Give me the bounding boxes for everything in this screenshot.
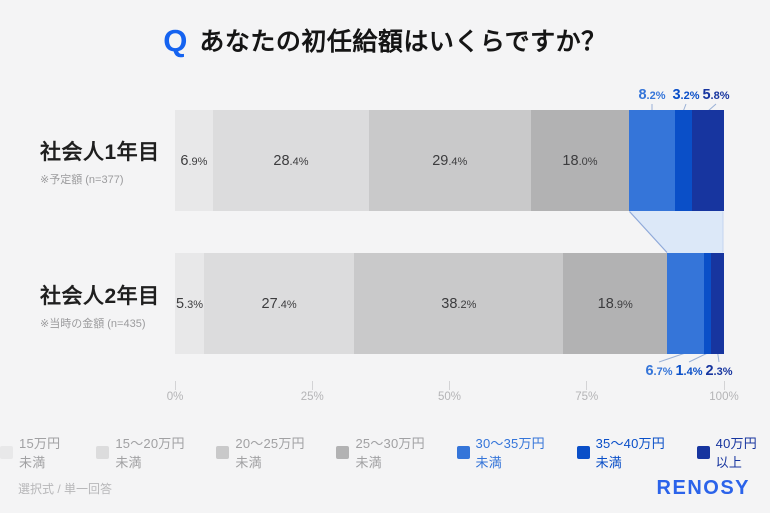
legend-label: 30〜35万円未満 (475, 436, 545, 470)
bar-segment: 28.4% (212, 110, 369, 211)
legend-swatch-icon (0, 445, 14, 459)
axis-tick-label: 100% (709, 391, 739, 403)
bar2-label: 社会人2年目 (40, 285, 160, 308)
legend-swatch-icon (216, 445, 230, 459)
survey-method-note: 選択式 / 単一回答 (18, 482, 113, 496)
chart-title: あなたの初任給額はいくらですか？ (199, 28, 607, 56)
percent-value-label: 5.3% (175, 295, 204, 312)
percent-value-label: 6.9% (180, 152, 208, 169)
bar-segment: 29.4% (368, 110, 531, 211)
axis-tick (311, 381, 313, 390)
question-q-icon: Q (163, 22, 188, 58)
bar-segment (692, 110, 724, 211)
leader-line (658, 352, 686, 363)
bar-segment: 38.2% (354, 253, 564, 354)
segment-annotation: 5.8% (702, 86, 729, 104)
bar-segment (711, 253, 724, 354)
ribbon-connector (629, 211, 723, 253)
bar-segment: 18.9% (563, 253, 667, 354)
axis-tick-label: 75% (575, 391, 599, 403)
percent-value-label: 2.3% (705, 363, 733, 379)
legend-swatch-icon (336, 445, 350, 459)
axis-tick (174, 381, 176, 390)
bar-segment (703, 253, 712, 354)
legend-item: 30〜35万円未満 (456, 433, 554, 471)
axis-tick (586, 381, 588, 390)
legend-swatch-icon (576, 445, 590, 459)
legend-label: 40万円以上 (715, 436, 757, 470)
percent-value-label: 27.4% (261, 295, 297, 312)
axis-tick-label: 0% (166, 391, 184, 403)
legend-item: 20〜25万円未満 (216, 433, 313, 471)
bar2-row-label: 社会人2年目 ※当時の金額 (n=435) (40, 280, 190, 331)
bar1-note: ※予定額 (n=377) (40, 174, 124, 186)
percent-value-label: 38.2% (441, 295, 477, 312)
percent-value-label: 18.9% (597, 295, 633, 312)
legend-label: 15万円未満 (19, 436, 61, 470)
bar-segment (674, 110, 693, 211)
legend-label: 35〜40万円未満 (595, 436, 665, 470)
legend-label: 15〜20万円未満 (115, 436, 185, 470)
legend-item: 40万円以上 (696, 433, 770, 471)
percent-value-label: 28.4% (273, 152, 309, 169)
legend-swatch-icon (696, 445, 710, 459)
leader-line (688, 352, 708, 363)
legend-label: 20〜25万円未満 (235, 436, 305, 470)
brand-logo: RENOSY (656, 477, 750, 499)
percent-value-label: 5.8% (702, 87, 730, 103)
legend-swatch-icon (456, 445, 470, 459)
bar-segment: 18.0% (530, 110, 630, 211)
bar-segment: 6.9% (175, 110, 213, 211)
bar1-row-label: 社会人1年目 ※予定額 (n=377) (40, 136, 190, 187)
bar-segment: 5.3% (175, 253, 205, 354)
axis-tick-label: 50% (437, 391, 462, 403)
segment-annotation: 2.3% (705, 362, 732, 380)
bar-segment (629, 110, 675, 211)
segment-annotation: 6.7% (645, 362, 672, 380)
stacked-bar: 5.3% 27.4% 38.2% 18.9% (175, 253, 724, 354)
legend-item: 15万円未満 (0, 433, 73, 471)
percent-value-label: 3.2% (672, 87, 700, 103)
segment-annotation: 1.4% (675, 362, 702, 380)
legend-item: 35〜40万円未満 (576, 433, 674, 471)
percent-value-label: 29.4% (432, 152, 468, 169)
bar-segment (667, 253, 704, 354)
axis-tick (449, 381, 450, 390)
bar1-label: 社会人1年目 (40, 141, 160, 164)
bar-segment: 27.4% (204, 253, 355, 354)
legend: 15万円未満 15〜20万円未満 20〜25万円未満 25〜30万円未満 30〜35万円… (0, 433, 770, 471)
percent-value-label: 6.7% (645, 363, 673, 379)
segment-annotation: 8.2% (638, 86, 665, 104)
bar2-note: ※当時の金額 (n=435) (40, 318, 146, 330)
percent-value-label: 1.4% (675, 363, 703, 379)
legend-label: 25〜30万円未満 (355, 436, 425, 470)
axis-tick-label: 25% (300, 391, 324, 403)
page-title: Q あなたの初任給額はいくらですか？ (0, 22, 770, 58)
axis-tick (723, 381, 725, 390)
percent-value-label: 8.2% (638, 87, 666, 103)
stacked-bar: 6.9% 28.4% 29.4% 18.0% (175, 110, 724, 211)
legend-item: 25〜30万円未満 (336, 433, 433, 471)
segment-annotation: 3.2% (672, 86, 699, 104)
leader-line (717, 352, 720, 363)
legend-item: 15〜20万円未満 (96, 433, 193, 471)
percent-value-label: 18.0% (562, 152, 598, 169)
leader-line (629, 211, 668, 253)
legend-swatch-icon (96, 445, 110, 459)
